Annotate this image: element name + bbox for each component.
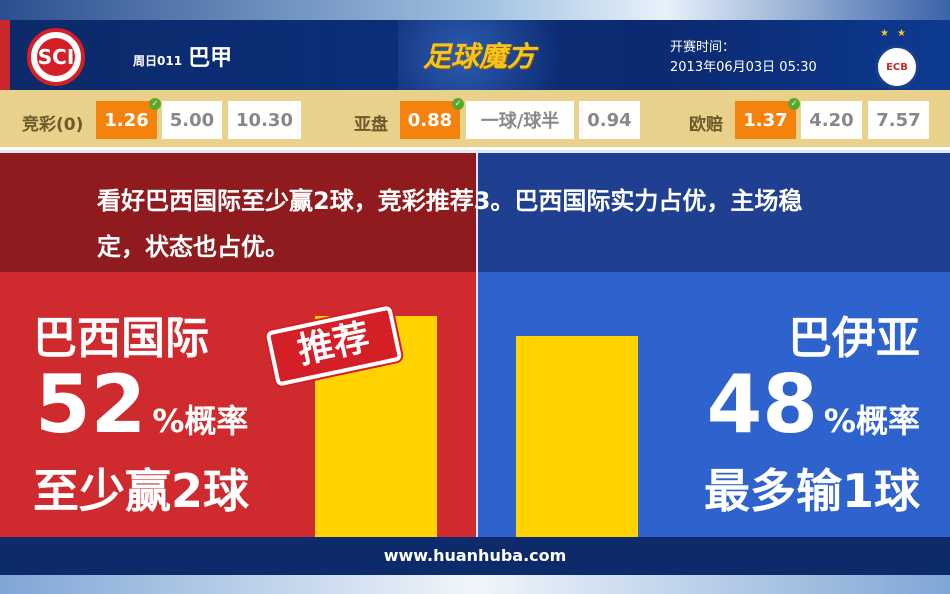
away-percent-suffix: %概率 (823, 402, 920, 440)
comment-overlay-left (0, 153, 476, 272)
home-percent-suffix: %概率 (152, 402, 249, 440)
yapan-label: 亚盘 (354, 115, 388, 135)
away-logo-mark: ECB (886, 61, 908, 73)
odds-box[interactable]: 一球/球半 (466, 101, 574, 139)
odds-value: 0.88 (407, 109, 453, 131)
kickoff-info: 开赛时间： 2013年06月03日 05:30 (670, 38, 817, 78)
odds-value: 10.30 (236, 109, 293, 131)
league-name: 巴甲 (188, 46, 233, 71)
away-probability: 48 %概率 (707, 358, 920, 451)
match-code: 周日011 (133, 54, 183, 68)
check-icon: ✓ (149, 98, 161, 110)
odds-box[interactable]: 10.30 (228, 101, 301, 139)
odds-value: 1.26 (104, 109, 149, 131)
home-probability: 52 %概率 (35, 358, 248, 451)
odds-box[interactable]: 4.20 (801, 101, 862, 139)
odds-box[interactable]: 0.88 ✓ (400, 98, 464, 139)
odds-box[interactable]: 1.26 ✓ (96, 98, 161, 139)
odds-value: 4.20 (809, 109, 854, 131)
away-percent: 48 (706, 358, 818, 451)
kickoff-label: 开赛时间： (670, 40, 736, 55)
away-team-logo: ECB (875, 45, 919, 89)
odds-value: 7.57 (876, 109, 921, 131)
top-band (0, 0, 950, 20)
footer-url[interactable]: www.huanhuba.com (0, 537, 950, 575)
odds-box[interactable]: 0.94 (579, 101, 640, 139)
away-probability-bar (516, 336, 638, 537)
away-team-name: 巴伊亚 (788, 313, 920, 364)
brand-logo: 足球魔方 (398, 20, 560, 90)
odds-value: 1.37 (743, 109, 788, 131)
league-info: 周日011 巴甲 (133, 40, 232, 72)
home-color-strip (0, 20, 10, 90)
odds-box[interactable]: 1.37 ✓ (735, 98, 800, 139)
home-team-logo: SCI (27, 28, 85, 86)
jingcai-label: 竞彩(0) (22, 115, 84, 135)
kickoff-time: 2013年06月03日 05:30 (670, 60, 817, 75)
bottom-band (0, 575, 950, 594)
check-icon: ✓ (452, 98, 464, 110)
recommendation-comment: 看好巴西国际至少赢2球，竞彩推荐3。巴西国际实力占优，主场稳定，状态也占优。 (97, 187, 803, 261)
comment-overlay-right (478, 153, 950, 272)
away-outcome: 最多输1球 (703, 464, 920, 518)
odds-value: 0.94 (587, 109, 632, 131)
home-logo-mark: SCI (37, 38, 75, 76)
odds-box[interactable]: 5.00 (162, 101, 222, 139)
odds-box[interactable]: 7.57 (868, 101, 929, 139)
home-outcome: 至少赢2球 (33, 464, 250, 518)
home-percent: 52 (35, 358, 147, 451)
odds-bar: 竞彩(0) 1.26 ✓ 5.00 10.30 亚盘 0.88 ✓ 一球/球半 0.… (0, 90, 950, 150)
odds-value: 5.00 (169, 109, 215, 131)
check-icon: ✓ (788, 98, 800, 110)
oupei-label: 欧赔 (689, 115, 723, 135)
home-team-name: 巴西国际 (33, 313, 209, 364)
odds-value: 一球/球半 (480, 111, 560, 132)
star-icons: ★★ (880, 28, 914, 39)
